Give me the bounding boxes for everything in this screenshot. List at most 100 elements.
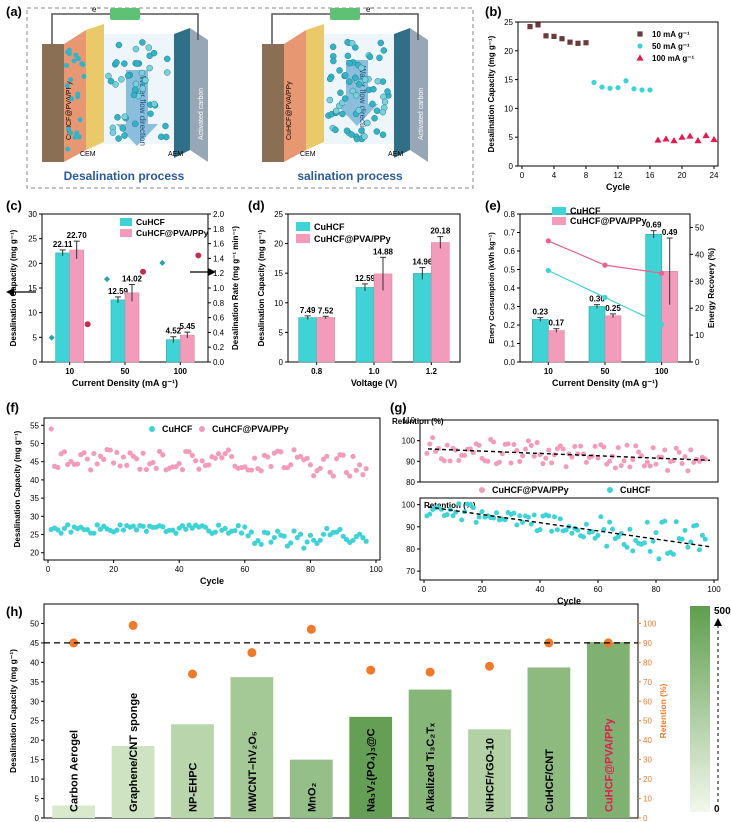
- data-point: [627, 464, 633, 470]
- wire-left: [51, 13, 199, 44]
- data-point: [357, 462, 363, 468]
- data-point: [91, 530, 97, 536]
- bar: [111, 746, 155, 818]
- data-point: [133, 527, 140, 533]
- bar: [604, 315, 622, 363]
- caption-left: Desalination process: [64, 169, 185, 183]
- y-tick-label: 0.2: [504, 321, 516, 330]
- data-point: [186, 449, 192, 455]
- panel-e: (e) 0.00.10.20.30.40.50.60.70.810 50 1000.…: [485, 198, 716, 388]
- bar: [316, 317, 335, 363]
- ion: [326, 96, 334, 104]
- data-point: [97, 526, 104, 532]
- ion: [107, 77, 115, 85]
- data-point: [265, 530, 271, 536]
- data-point: [255, 538, 261, 544]
- data-point: [360, 472, 366, 478]
- colorbar-arrow-head: [714, 618, 722, 626]
- data-point: [543, 33, 549, 39]
- rate-point: [104, 276, 110, 283]
- ion: [373, 128, 381, 135]
- ion: [121, 113, 129, 120]
- ion: [364, 119, 371, 127]
- legend-label: CuHCF: [162, 424, 193, 434]
- data-point: [624, 544, 630, 550]
- data-point: [549, 460, 555, 466]
- plot-frame: [43, 603, 639, 819]
- data-point: [639, 87, 645, 93]
- x-tick-label: 1.2: [426, 367, 438, 376]
- data-point: [173, 530, 179, 536]
- data-point: [595, 532, 601, 538]
- plot-frame: [419, 419, 719, 483]
- data-point: [334, 456, 340, 462]
- data-point: [670, 551, 676, 557]
- y2-tick-label: 0: [643, 814, 648, 822]
- y-tick-label: 5: [33, 333, 38, 342]
- data-point: [314, 540, 320, 546]
- rate-point: [159, 259, 166, 266]
- data-point: [641, 540, 647, 546]
- right-arrow-head: [208, 268, 216, 276]
- ion: [115, 135, 122, 142]
- data-point: [540, 461, 546, 467]
- legend-label: CuHCF: [570, 206, 601, 216]
- data-point: [525, 438, 531, 444]
- data-label: 22.11: [53, 240, 73, 249]
- y2-tick-label: 30: [643, 756, 652, 765]
- y-tick-label: 110: [402, 416, 415, 425]
- data-point: [569, 454, 575, 460]
- data-point: [686, 132, 694, 139]
- left-collector: [42, 44, 64, 162]
- rate-point: [84, 321, 91, 328]
- data-point: [688, 539, 694, 545]
- ion: [341, 72, 349, 79]
- data-point: [179, 467, 186, 473]
- bar: [180, 334, 195, 363]
- y-tick-label: 0.1: [504, 340, 516, 349]
- category-label: Graphene/CNT sponge: [128, 693, 140, 812]
- data-point: [88, 467, 94, 473]
- data-point: [654, 136, 662, 143]
- data-point: [685, 468, 691, 474]
- x-axis-label: Cycle: [200, 576, 224, 586]
- data-point: [535, 22, 541, 28]
- cem-label-2: CEM: [300, 151, 316, 158]
- data-point: [441, 458, 447, 464]
- y-tick-label: 80: [406, 478, 415, 487]
- category-label: Alkalized Ti₃C₂Tₓ: [425, 722, 437, 812]
- x-tick-label: 20: [478, 585, 487, 594]
- data-point: [615, 534, 621, 540]
- panel-g: (g) 80 90 100 110 70 80 90 100 Retention (%) Rete…: [390, 400, 721, 606]
- ion-intercalated: [76, 134, 82, 140]
- colorbar-min: 0: [714, 804, 720, 815]
- data-point: [560, 446, 566, 452]
- y-tick-label: 35: [30, 494, 39, 503]
- y-tick-label: 50: [30, 619, 39, 628]
- data-point: [607, 85, 613, 91]
- recovery-line: [548, 240, 662, 274]
- ion-intercalated: [77, 117, 83, 123]
- data-point: [94, 461, 100, 467]
- y-tick-label: 50: [30, 439, 39, 448]
- data-point: [491, 515, 497, 521]
- data-point: [563, 527, 569, 533]
- data-point: [520, 519, 526, 525]
- y-tick-label: 0.5: [504, 266, 516, 275]
- wire-right: [271, 13, 419, 44]
- ion: [124, 72, 132, 79]
- bar: [548, 330, 565, 363]
- category-label: Carbon Aerogel: [69, 730, 81, 812]
- ion-intercalated: [64, 83, 70, 89]
- y-tick-label: 10: [274, 299, 283, 308]
- panel-label-h: (h): [6, 604, 23, 619]
- data-point: [245, 533, 251, 539]
- y-tick-label: 90: [406, 457, 415, 466]
- electron-left: e⁻: [92, 5, 101, 14]
- bar: [468, 729, 511, 818]
- ion: [113, 59, 120, 66]
- retention-point: [188, 669, 197, 679]
- recovery-point: [659, 321, 665, 327]
- data-point: [508, 460, 514, 466]
- data-point: [297, 453, 304, 460]
